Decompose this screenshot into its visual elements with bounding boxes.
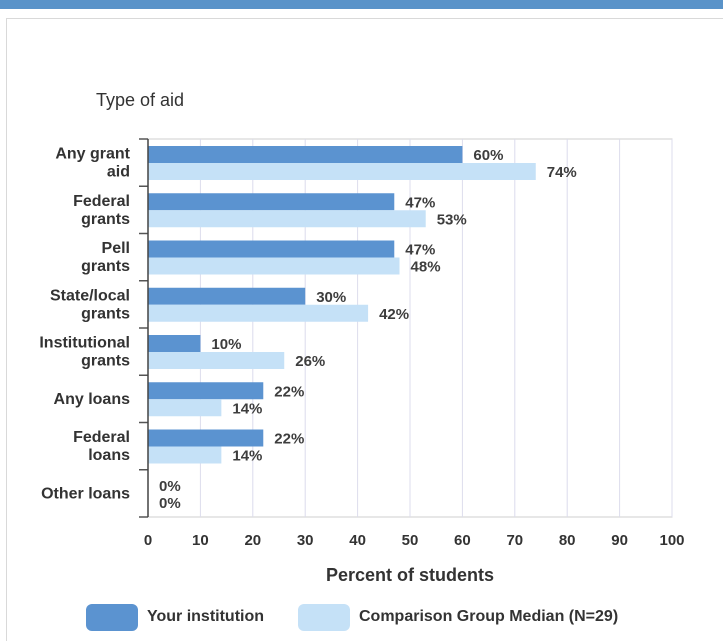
- legend-swatch-comparison-group: [298, 604, 350, 631]
- bar: [148, 193, 395, 211]
- data-label: 42%: [379, 306, 409, 323]
- x-tick-label: 80: [559, 532, 576, 549]
- category-label: Institutional: [39, 335, 130, 352]
- bar: [148, 257, 400, 275]
- data-label: 53%: [437, 211, 467, 228]
- x-tick-label: 40: [349, 532, 366, 549]
- data-label: 14%: [232, 400, 262, 417]
- category-label: grants: [81, 258, 130, 275]
- x-tick-label: 20: [244, 532, 261, 549]
- category-label: grants: [81, 211, 130, 228]
- category-label: grants: [81, 353, 130, 370]
- data-label: 22%: [274, 431, 304, 448]
- legend-label-your-institution: Your institution: [147, 608, 265, 625]
- bar: [148, 335, 201, 352]
- x-axis-label: Percent of students: [326, 565, 494, 585]
- data-label: 14%: [232, 448, 262, 465]
- category-label: Any loans: [54, 391, 131, 408]
- category-label: loans: [88, 447, 130, 464]
- axis-layer: [139, 138, 149, 518]
- category-label: Other loans: [41, 485, 130, 502]
- data-label: 60%: [473, 147, 503, 164]
- bars-layer: 60%74%47%53%47%48%30%42%10%26%22%14%22%1…: [148, 146, 577, 512]
- category-label: Any grant: [55, 146, 130, 163]
- x-tick-label: 90: [611, 532, 628, 549]
- category-label: grants: [81, 305, 130, 322]
- tick-labels: 0 10 20 30 40 50 60 70 80 90 100: [144, 532, 685, 549]
- x-tick-label: 100: [659, 532, 684, 549]
- bar: [148, 352, 285, 369]
- legend-label-comparison-group: Comparison Group Median (N=29): [359, 608, 619, 625]
- data-label: 47%: [405, 194, 435, 211]
- bar: [148, 146, 463, 163]
- category-label: Pell: [102, 240, 130, 257]
- window-top-bar: [0, 0, 723, 9]
- data-label: 10%: [211, 336, 241, 353]
- bar: [148, 240, 395, 258]
- bar: [148, 382, 264, 400]
- chart-title: Type of aid: [96, 90, 184, 110]
- legend-swatch-your-institution: [86, 604, 138, 631]
- category-label: Federal: [73, 429, 130, 446]
- data-label: 0%: [159, 478, 181, 495]
- x-tick-label: 30: [297, 532, 314, 549]
- bar: [148, 210, 426, 228]
- x-tick-label: 50: [402, 532, 419, 549]
- data-label: 0%: [159, 495, 181, 512]
- bar: [148, 163, 536, 180]
- category-labels: Any grantaidFederalgrantsPellgrantsState…: [39, 146, 130, 503]
- data-label: 48%: [411, 259, 441, 276]
- bar: [148, 304, 369, 322]
- data-label: 22%: [274, 383, 304, 400]
- data-label: 26%: [295, 353, 325, 370]
- x-tick-label: 10: [192, 532, 209, 549]
- bar: [148, 446, 222, 464]
- bar: [148, 287, 306, 305]
- x-tick-label: 70: [506, 532, 523, 549]
- x-tick-label: 0: [144, 532, 152, 549]
- bar: [148, 399, 222, 417]
- x-tick-label: 60: [454, 532, 471, 549]
- bar: [148, 429, 264, 447]
- bar-chart: Type of aid 60%74%47%53%47%48%30%42%10%2…: [39, 90, 685, 585]
- category-label: State/local: [50, 287, 130, 304]
- data-label: 74%: [547, 164, 577, 181]
- category-label: Federal: [73, 193, 130, 210]
- category-label: aid: [107, 164, 130, 181]
- data-label: 47%: [405, 242, 435, 259]
- data-label: 30%: [316, 289, 346, 306]
- legend: Your institution Comparison Group Median…: [0, 600, 723, 634]
